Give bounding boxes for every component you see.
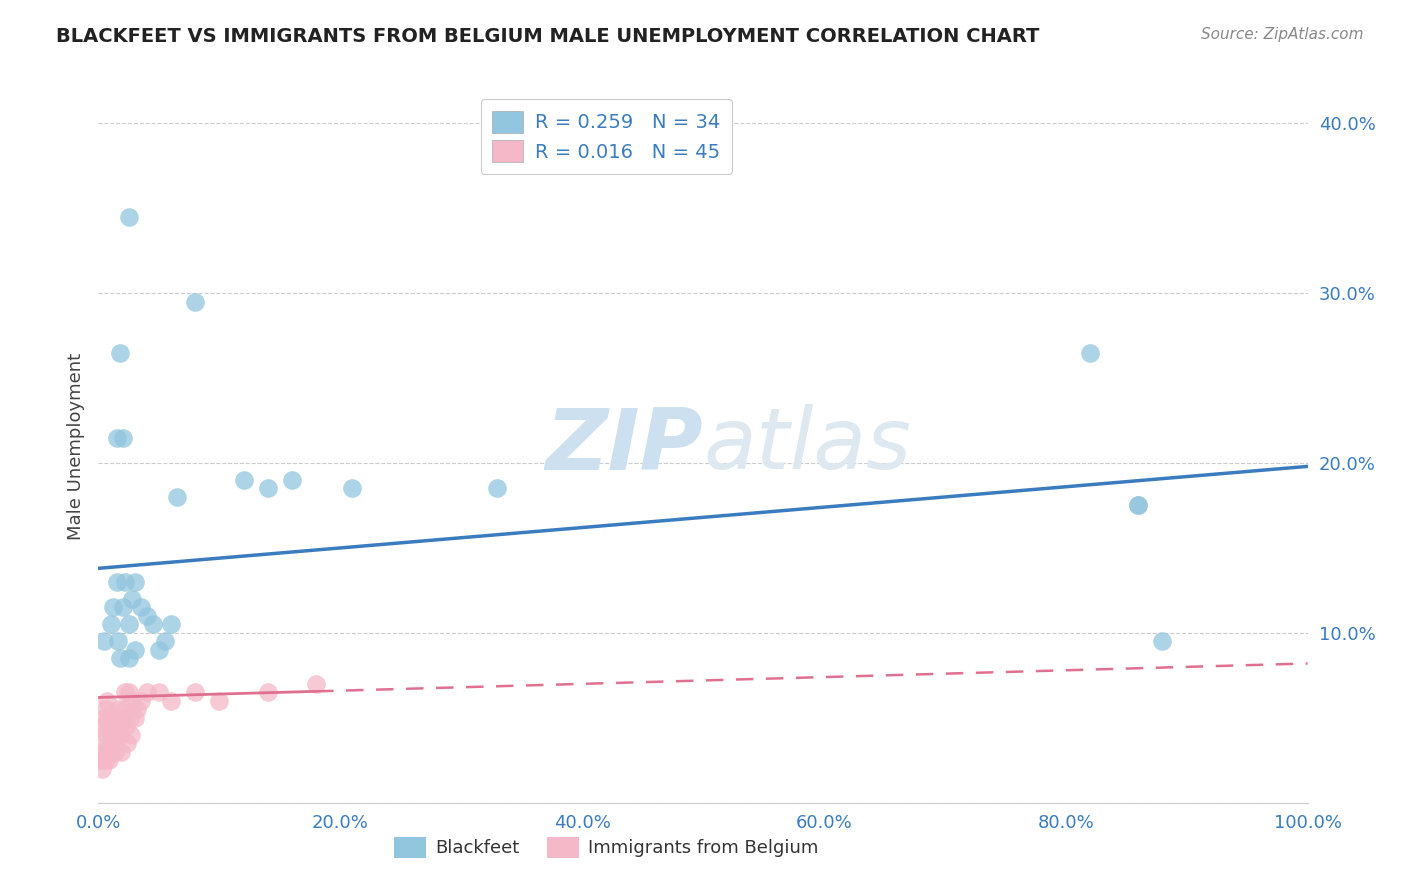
Point	[124, 711, 146, 725]
Point	[256, 482, 278, 496]
Point	[127, 702, 149, 716]
Point	[98, 719, 121, 733]
Point	[184, 294, 207, 309]
Point	[342, 482, 364, 496]
Point	[112, 702, 135, 716]
Point	[166, 490, 188, 504]
Point	[97, 711, 120, 725]
Point	[101, 600, 124, 615]
Point	[105, 728, 128, 742]
Point	[93, 634, 115, 648]
Point	[114, 574, 136, 589]
Point	[100, 728, 122, 742]
Point	[108, 651, 131, 665]
Point	[114, 685, 136, 699]
Point	[107, 702, 129, 716]
Point	[148, 643, 170, 657]
Point	[101, 711, 124, 725]
Point	[111, 600, 134, 615]
Point	[118, 685, 141, 699]
Point	[153, 634, 176, 648]
Point	[118, 711, 141, 725]
Point	[115, 719, 138, 733]
Point	[160, 617, 183, 632]
Point	[93, 711, 115, 725]
Point	[1128, 499, 1150, 513]
Point	[281, 473, 304, 487]
Point	[160, 694, 183, 708]
Point	[135, 608, 157, 623]
Point	[486, 482, 509, 496]
Point	[208, 694, 231, 708]
Point	[184, 685, 207, 699]
Point	[111, 430, 134, 444]
Point	[98, 753, 121, 767]
Point	[124, 574, 146, 589]
Point	[256, 685, 278, 699]
Point	[129, 600, 152, 615]
Point	[104, 745, 127, 759]
Point	[91, 762, 114, 776]
Point	[89, 753, 111, 767]
Point	[105, 430, 128, 444]
Point	[91, 719, 114, 733]
Point	[118, 210, 141, 224]
Point	[121, 694, 143, 708]
Point	[100, 745, 122, 759]
Text: Source: ZipAtlas.com: Source: ZipAtlas.com	[1201, 27, 1364, 42]
Point	[1152, 634, 1174, 648]
Point	[96, 728, 118, 742]
Point	[118, 651, 141, 665]
Point	[111, 711, 134, 725]
Point	[108, 728, 131, 742]
Point	[129, 694, 152, 708]
Point	[142, 617, 165, 632]
Point	[91, 753, 114, 767]
Point	[91, 728, 114, 742]
Point	[135, 685, 157, 699]
Point	[124, 643, 146, 657]
Point	[90, 745, 112, 759]
Point	[232, 473, 254, 487]
Point	[107, 634, 129, 648]
Text: atlas: atlas	[703, 404, 911, 488]
Point	[121, 591, 143, 606]
Point	[108, 719, 131, 733]
Point	[1078, 345, 1101, 359]
Point	[110, 745, 132, 759]
Point	[96, 694, 118, 708]
Point	[148, 685, 170, 699]
Y-axis label: Male Unemployment: Male Unemployment	[66, 352, 84, 540]
Point	[103, 736, 125, 750]
Point	[118, 617, 141, 632]
Point	[94, 702, 117, 716]
Text: BLACKFEET VS IMMIGRANTS FROM BELGIUM MALE UNEMPLOYMENT CORRELATION CHART: BLACKFEET VS IMMIGRANTS FROM BELGIUM MAL…	[56, 27, 1039, 45]
Point	[100, 617, 122, 632]
Point	[120, 728, 142, 742]
Text: ZIP: ZIP	[546, 404, 703, 488]
Legend: Blackfeet, Immigrants from Belgium: Blackfeet, Immigrants from Belgium	[387, 830, 825, 865]
Point	[108, 345, 131, 359]
Point	[94, 753, 117, 767]
Point	[305, 677, 328, 691]
Point	[117, 736, 139, 750]
Point	[93, 745, 115, 759]
Point	[97, 745, 120, 759]
Point	[105, 574, 128, 589]
Point	[1128, 499, 1150, 513]
